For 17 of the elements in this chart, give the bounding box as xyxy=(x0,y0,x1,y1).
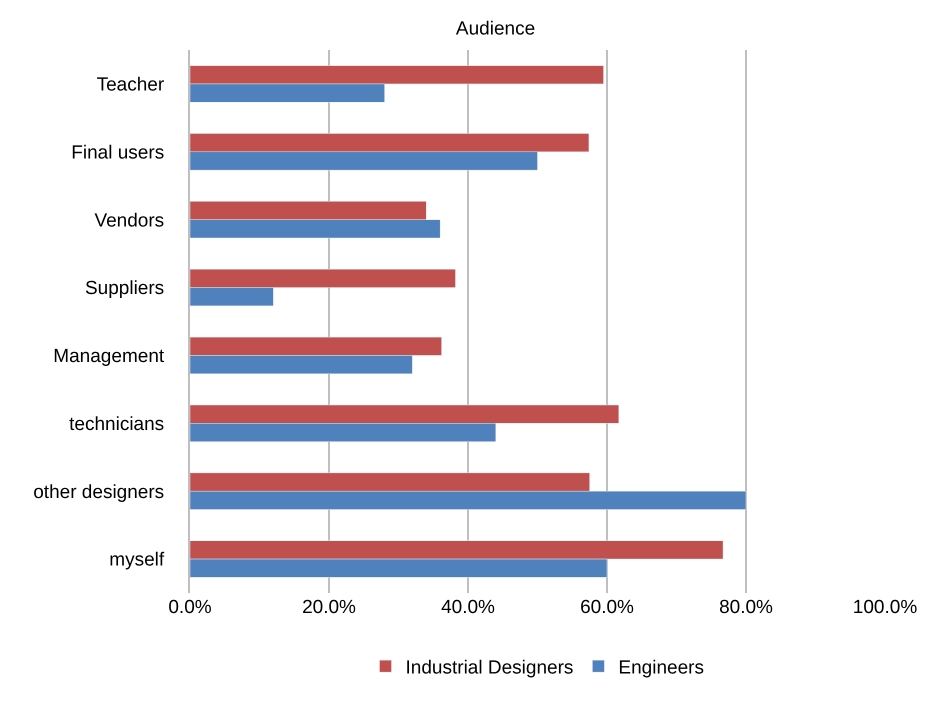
x-tick-label: 100.0% xyxy=(852,597,918,618)
x-tick-label: 0.0% xyxy=(168,597,212,618)
y-tick-label: Teacher xyxy=(96,74,165,96)
legend-label: Engineers xyxy=(618,658,704,679)
x-tick-label: 40.0% xyxy=(441,597,496,618)
legend-label: Industrial Designers xyxy=(406,658,574,679)
x-tick-label: 80.0% xyxy=(719,597,774,618)
y-tick-label: myself xyxy=(109,550,165,571)
x-tick-label: 20.0% xyxy=(302,597,356,618)
y-tick-label: other designers xyxy=(33,482,164,503)
y-tick-label: Final users xyxy=(71,142,164,164)
chart-title: Audience xyxy=(456,18,536,40)
y-tick-label: Suppliers xyxy=(84,278,164,300)
y-tick-label: Vendors xyxy=(94,210,164,232)
y-tick-label: technicians xyxy=(69,414,164,435)
y-tick-label: Management xyxy=(53,346,165,368)
x-tick-label: 60.0% xyxy=(580,597,634,618)
